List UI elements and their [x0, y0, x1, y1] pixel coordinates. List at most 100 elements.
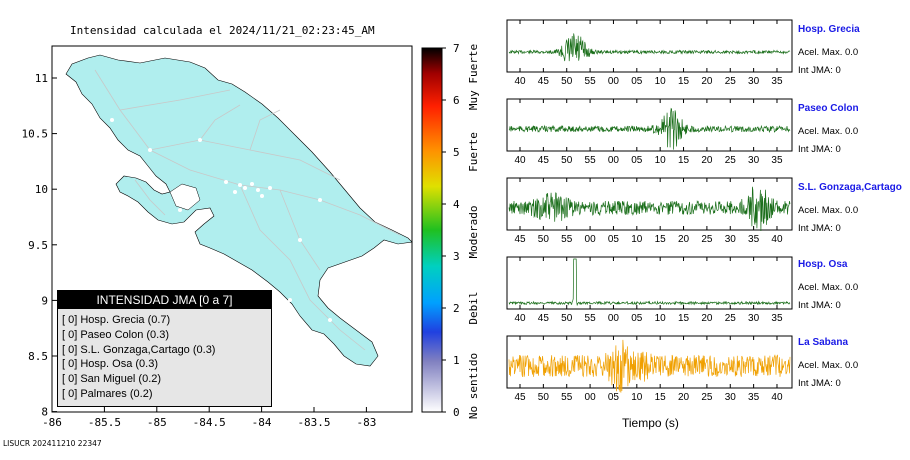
station-accel: Acel. Max. 0.0	[798, 360, 859, 371]
trace-x-tick-label: 30	[748, 155, 760, 166]
colorbar-tick-label: 7	[453, 42, 460, 55]
trace-x-tick-label: 15	[678, 155, 690, 166]
trace-x-tick-label: 45	[514, 392, 526, 403]
trace-x-tick-label: 40	[771, 392, 783, 403]
trace-x-tick-label: 40	[514, 313, 526, 324]
trace-x-tick-label: 45	[514, 234, 526, 245]
trace-x-tick-label: 45	[538, 76, 550, 87]
trace-x-tick-label: 40	[514, 155, 526, 166]
trace-x-tick-label: 50	[538, 392, 550, 403]
trace-x-tick-label: 20	[701, 76, 713, 87]
seismic-trace	[508, 258, 791, 306]
colorbar-category-label: Fuerte	[467, 132, 480, 172]
intensity-legend: INTENSIDAD JMA [0 a 7] [ 0] Hosp. Grecia…	[57, 290, 272, 407]
trace-x-tick-label: 00	[608, 313, 620, 324]
trace-x-tick-label: 00	[585, 392, 597, 403]
station-name-hosp-grecia: Hosp. Grecia	[798, 24, 860, 35]
trace-x-tick-label: 35	[771, 155, 783, 166]
colorbar-category-label: No sentido	[467, 353, 480, 419]
legend-row: [ 0] Hosp. Osa (0.3)	[62, 358, 158, 371]
trace-panel-frame	[506, 19, 793, 73]
legend-row: [ 0] San Miguel (0.2)	[62, 373, 162, 386]
trace-x-tick-label: 05	[631, 76, 643, 87]
trace-x-tick-label: 05	[608, 234, 620, 245]
trace-x-tick-label: 25	[701, 392, 713, 403]
colorbar	[421, 47, 443, 413]
trace-x-tick-label: 45	[538, 313, 550, 324]
trace-x-tick-label: 10	[631, 234, 643, 245]
colorbar-tick-label: 1	[453, 354, 460, 367]
colorbar-tick-label: 6	[453, 94, 460, 107]
map-x-tick-label: -84	[252, 416, 272, 429]
colorbar-category-label: Moderado	[467, 206, 480, 259]
trace-x-tick-label: 05	[608, 392, 620, 403]
trace-x-tick-label: 55	[561, 392, 573, 403]
station-accel: Acel. Max. 0.0	[798, 282, 859, 293]
trace-panel-frame	[506, 335, 793, 389]
trace-x-tick-label: 30	[725, 234, 737, 245]
trace-x-tick-label: 40	[771, 234, 783, 245]
seismic-trace	[508, 33, 791, 62]
trace-panel-frame	[506, 98, 793, 152]
trace-x-tick-label: 10	[655, 76, 667, 87]
trace-x-tick-label: 55	[585, 313, 597, 324]
station-accel: Acel. Max. 0.0	[798, 126, 859, 137]
station-int: Int JMA: 0	[798, 144, 841, 155]
map-y-tick-label: 8	[41, 406, 48, 419]
station-name-la-sabana: La Sabana	[798, 337, 849, 348]
legend-title: INTENSIDAD JMA [0 a 7]	[58, 291, 271, 309]
trace-x-tick-label: 20	[678, 392, 690, 403]
legend-row: [ 0] Hosp. Grecia (0.7)	[62, 314, 171, 326]
traces-x-axis-title: Tiempo (s)	[622, 416, 679, 430]
map-x-tick-label: -85.5	[88, 416, 121, 429]
footer-stamp: LISUCR 202411210 22347	[3, 439, 102, 448]
map-y-tick-label: 8.5	[28, 350, 48, 363]
trace-x-tick-label: 35	[748, 234, 760, 245]
trace-x-tick-label: 40	[514, 76, 526, 87]
trace-panels: 40 45 50 55 00 05 10 15 20 25 30 35 40 45 50 55 00 05 10 15…	[506, 19, 793, 403]
station-int: Int JMA: 0	[798, 223, 841, 234]
trace-panel-frame	[506, 256, 793, 310]
trace-x-tick-label: 25	[701, 234, 713, 245]
map-x-tick-label: -86	[42, 416, 62, 429]
trace-x-tick-label: 00	[585, 234, 597, 245]
station-int: Int JMA: 0	[798, 300, 841, 311]
trace-x-tick-label: 20	[701, 313, 713, 324]
map-x-tick-label: -83	[356, 416, 376, 429]
map-y-tick-label: 9.5	[28, 239, 48, 252]
map-y-tick-label: 10.5	[22, 128, 49, 141]
trace-x-tick-label: 30	[748, 313, 760, 324]
trace-x-tick-label: 10	[655, 313, 667, 324]
trace-x-tick-label: 50	[561, 313, 573, 324]
trace-x-tick-label: 35	[748, 392, 760, 403]
colorbar-category-label: Debil	[467, 291, 480, 324]
colorbar-category-label: Muy Fuerte	[467, 44, 480, 110]
station-name-paseo-colon: Paseo Colon	[798, 103, 859, 114]
map-x-tick-label: -85	[147, 416, 167, 429]
trace-x-tick-label: 05	[631, 313, 643, 324]
colorbar-tick-label: 2	[453, 302, 460, 315]
map-y-tick-label: 11	[35, 72, 48, 85]
trace-x-tick-label: 15	[655, 392, 667, 403]
station-dots	[110, 118, 352, 322]
map-x-tick-label: -84.5	[193, 416, 226, 429]
trace-x-tick-label: 00	[608, 76, 620, 87]
station-name-sl-gonzaga: S.L. Gonzaga,Cartago	[798, 182, 902, 193]
trace-x-tick-label: 50	[561, 155, 573, 166]
legend-row: [ 0] Palmares (0.2)	[62, 387, 153, 400]
trace-x-tick-label: 50	[561, 76, 573, 87]
trace-x-tick-label: 15	[678, 313, 690, 324]
trace-x-tick-label: 25	[725, 76, 737, 87]
colorbar-tick-label: 0	[453, 406, 460, 419]
trace-x-tick-label: 35	[771, 76, 783, 87]
trace-x-tick-label: 10	[631, 392, 643, 403]
trace-x-tick-label: 20	[701, 155, 713, 166]
legend-row: [ 0] Paseo Colon (0.3)	[62, 328, 170, 341]
map-y-tick-label: 10	[35, 183, 48, 196]
trace-x-tick-label: 15	[655, 234, 667, 245]
station-accel: Acel. Max. 0.0	[798, 47, 859, 58]
colorbar-axes: 0 1 2 3 4 5 6 7 No sentido Debil Moderado Fuerte Muy…	[442, 42, 480, 419]
seismic-trace	[508, 186, 791, 232]
colorbar-tick-label: 3	[453, 250, 460, 263]
trace-x-tick-label: 00	[608, 155, 620, 166]
